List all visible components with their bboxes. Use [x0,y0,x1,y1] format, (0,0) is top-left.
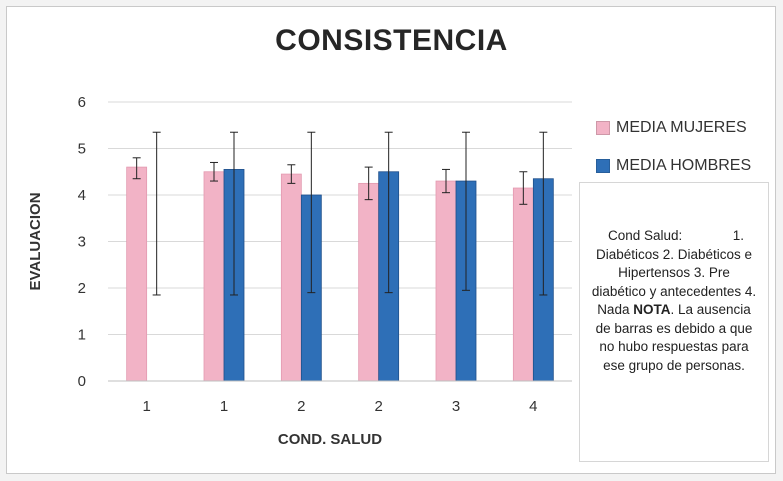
y-axis-label: EVALUACION [27,192,44,290]
legend-item-mujeres: MEDIA MUJERES [596,116,751,140]
y-tick-label: 3 [78,234,86,251]
x-axis-label: COND. SALUD [278,431,382,448]
x-tick-label: 2 [297,398,305,415]
legend-swatch-hombres [596,159,610,173]
note-heading: Cond Salud: [608,228,683,243]
legend-label-mujeres: MEDIA MUJERES [616,119,747,136]
y-tick-label: 4 [78,187,86,204]
bar [512,187,534,382]
y-tick-label: 0 [78,373,86,390]
note-box: Cond Salud: 1. Diabéticos 2. Diabéticos … [579,182,769,462]
legend-swatch-mujeres [596,121,610,135]
x-tick-label: 4 [529,398,537,415]
note-body: Diabéticos 2. Diabéticos e Hipertensos 3… [591,246,757,318]
y-tick-label: 2 [78,280,86,297]
legend: MEDIA MUJERES MEDIA HOMBRES [596,116,751,192]
y-tick-label: 1 [78,327,86,344]
bar [435,180,457,382]
note-heading-number: 1. [732,228,744,243]
y-tick-label: 5 [78,141,86,158]
x-tick-label: 1 [142,398,150,415]
y-tick-label: 6 [78,94,86,111]
note-bold: NOTA [633,302,671,317]
legend-label-hombres: MEDIA HOMBRES [616,157,752,174]
bar [358,182,380,382]
x-tick-label: 3 [452,398,460,415]
bar [126,166,148,382]
bar [280,173,302,382]
x-tick-label: 1 [220,398,228,415]
note-tail: . La ausencia de barras es debido a que … [595,302,753,373]
note-first-line: Cond Salud: 1. [590,227,758,246]
bar [203,171,225,382]
x-tick-label: 2 [374,398,382,415]
legend-item-hombres: MEDIA HOMBRES [596,154,751,178]
chart-title: CONSISTENCIA [275,24,508,57]
